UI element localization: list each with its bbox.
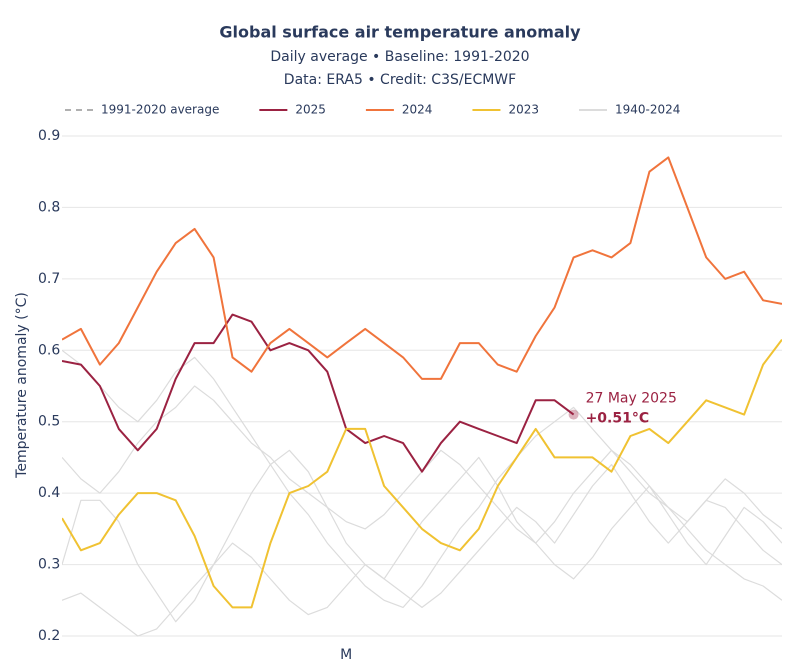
- series-line: [62, 338, 782, 609]
- y-tick-label: 0.5: [38, 414, 60, 430]
- legend-label: 2024: [402, 103, 433, 117]
- background-line: [62, 464, 782, 637]
- y-tick-label: 0.8: [38, 199, 60, 215]
- legend-label: 2023: [508, 103, 539, 117]
- y-tick-label: 0.2: [38, 628, 60, 644]
- annotation-date: 27 May 2025: [586, 391, 677, 407]
- legend-label: 2025: [295, 103, 326, 117]
- series-line: [62, 156, 782, 380]
- legend-label: 1940-2024: [615, 103, 680, 117]
- y-tick-label: 0.9: [38, 128, 60, 144]
- grid: [62, 135, 782, 637]
- series-line: [62, 313, 575, 473]
- plot: [62, 156, 782, 637]
- annotation-marker: [568, 409, 579, 420]
- annotation-value: +0.51°C: [586, 411, 650, 427]
- y-tick-label: 0.6: [38, 342, 60, 358]
- x-tick-label: M: [340, 647, 352, 662]
- y-tick-label: 0.3: [38, 557, 60, 573]
- chart-credit: Data: ERA5 • Credit: C3S/ECMWF: [284, 72, 516, 88]
- chart-subtitle: Daily average • Baseline: 1991-2020: [270, 49, 529, 65]
- background-line: [62, 385, 782, 544]
- legend-label: 1991-2020 average: [101, 103, 219, 117]
- background-line: [62, 349, 782, 608]
- y-axis-label: Temperature anomaly (°C): [14, 292, 30, 479]
- y-tick-label: 0.4: [38, 485, 60, 501]
- chart-title: Global surface air temperature anomaly: [219, 23, 581, 42]
- y-tick-label: 0.7: [38, 271, 60, 287]
- background-line: [62, 449, 782, 623]
